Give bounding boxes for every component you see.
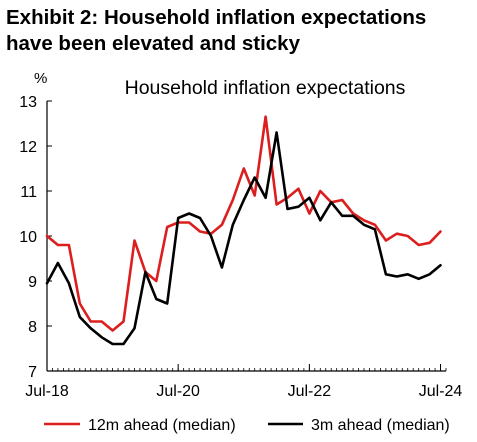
y-tick-label: 7 [28, 364, 37, 381]
legend-label: 12m ahead (median) [88, 417, 236, 434]
x-tick-label: Jul-20 [156, 383, 200, 400]
exhibit-title: Exhibit 2: Household inflation expectati… [6, 5, 471, 57]
legend-label: 3m ahead (median) [311, 417, 450, 434]
y-tick-label: 10 [19, 229, 37, 246]
series-line-3m-ahead [45, 131, 442, 346]
y-tick-label: 12 [19, 139, 37, 156]
x-tick-label: Jul-24 [419, 383, 463, 400]
y-tick-label: 13 [19, 94, 37, 111]
axes: 7 8 9 10 11 12 13 Jul-18 Jul-20 Jul-22 Jul-24 [19, 94, 462, 400]
y-tick-label: 11 [20, 184, 37, 201]
y-axis-unit-label: % [34, 70, 47, 87]
x-tick-label: Jul-18 [25, 383, 69, 400]
exhibit-title-line-1: Exhibit 2: Household inflation expectati… [6, 6, 427, 29]
series-layer [45, 115, 442, 346]
chart-title: Household inflation expectations [125, 77, 406, 99]
x-tick-label: Jul-22 [288, 383, 332, 400]
legend: 12m ahead (median) 3m ahead (median) [44, 417, 450, 434]
y-tick-label: 8 [28, 319, 37, 336]
y-tick-label: 9 [28, 274, 37, 291]
series-line-12m-ahead [45, 115, 442, 332]
exhibit-title-line-2: have been elevated and sticky [6, 32, 300, 55]
